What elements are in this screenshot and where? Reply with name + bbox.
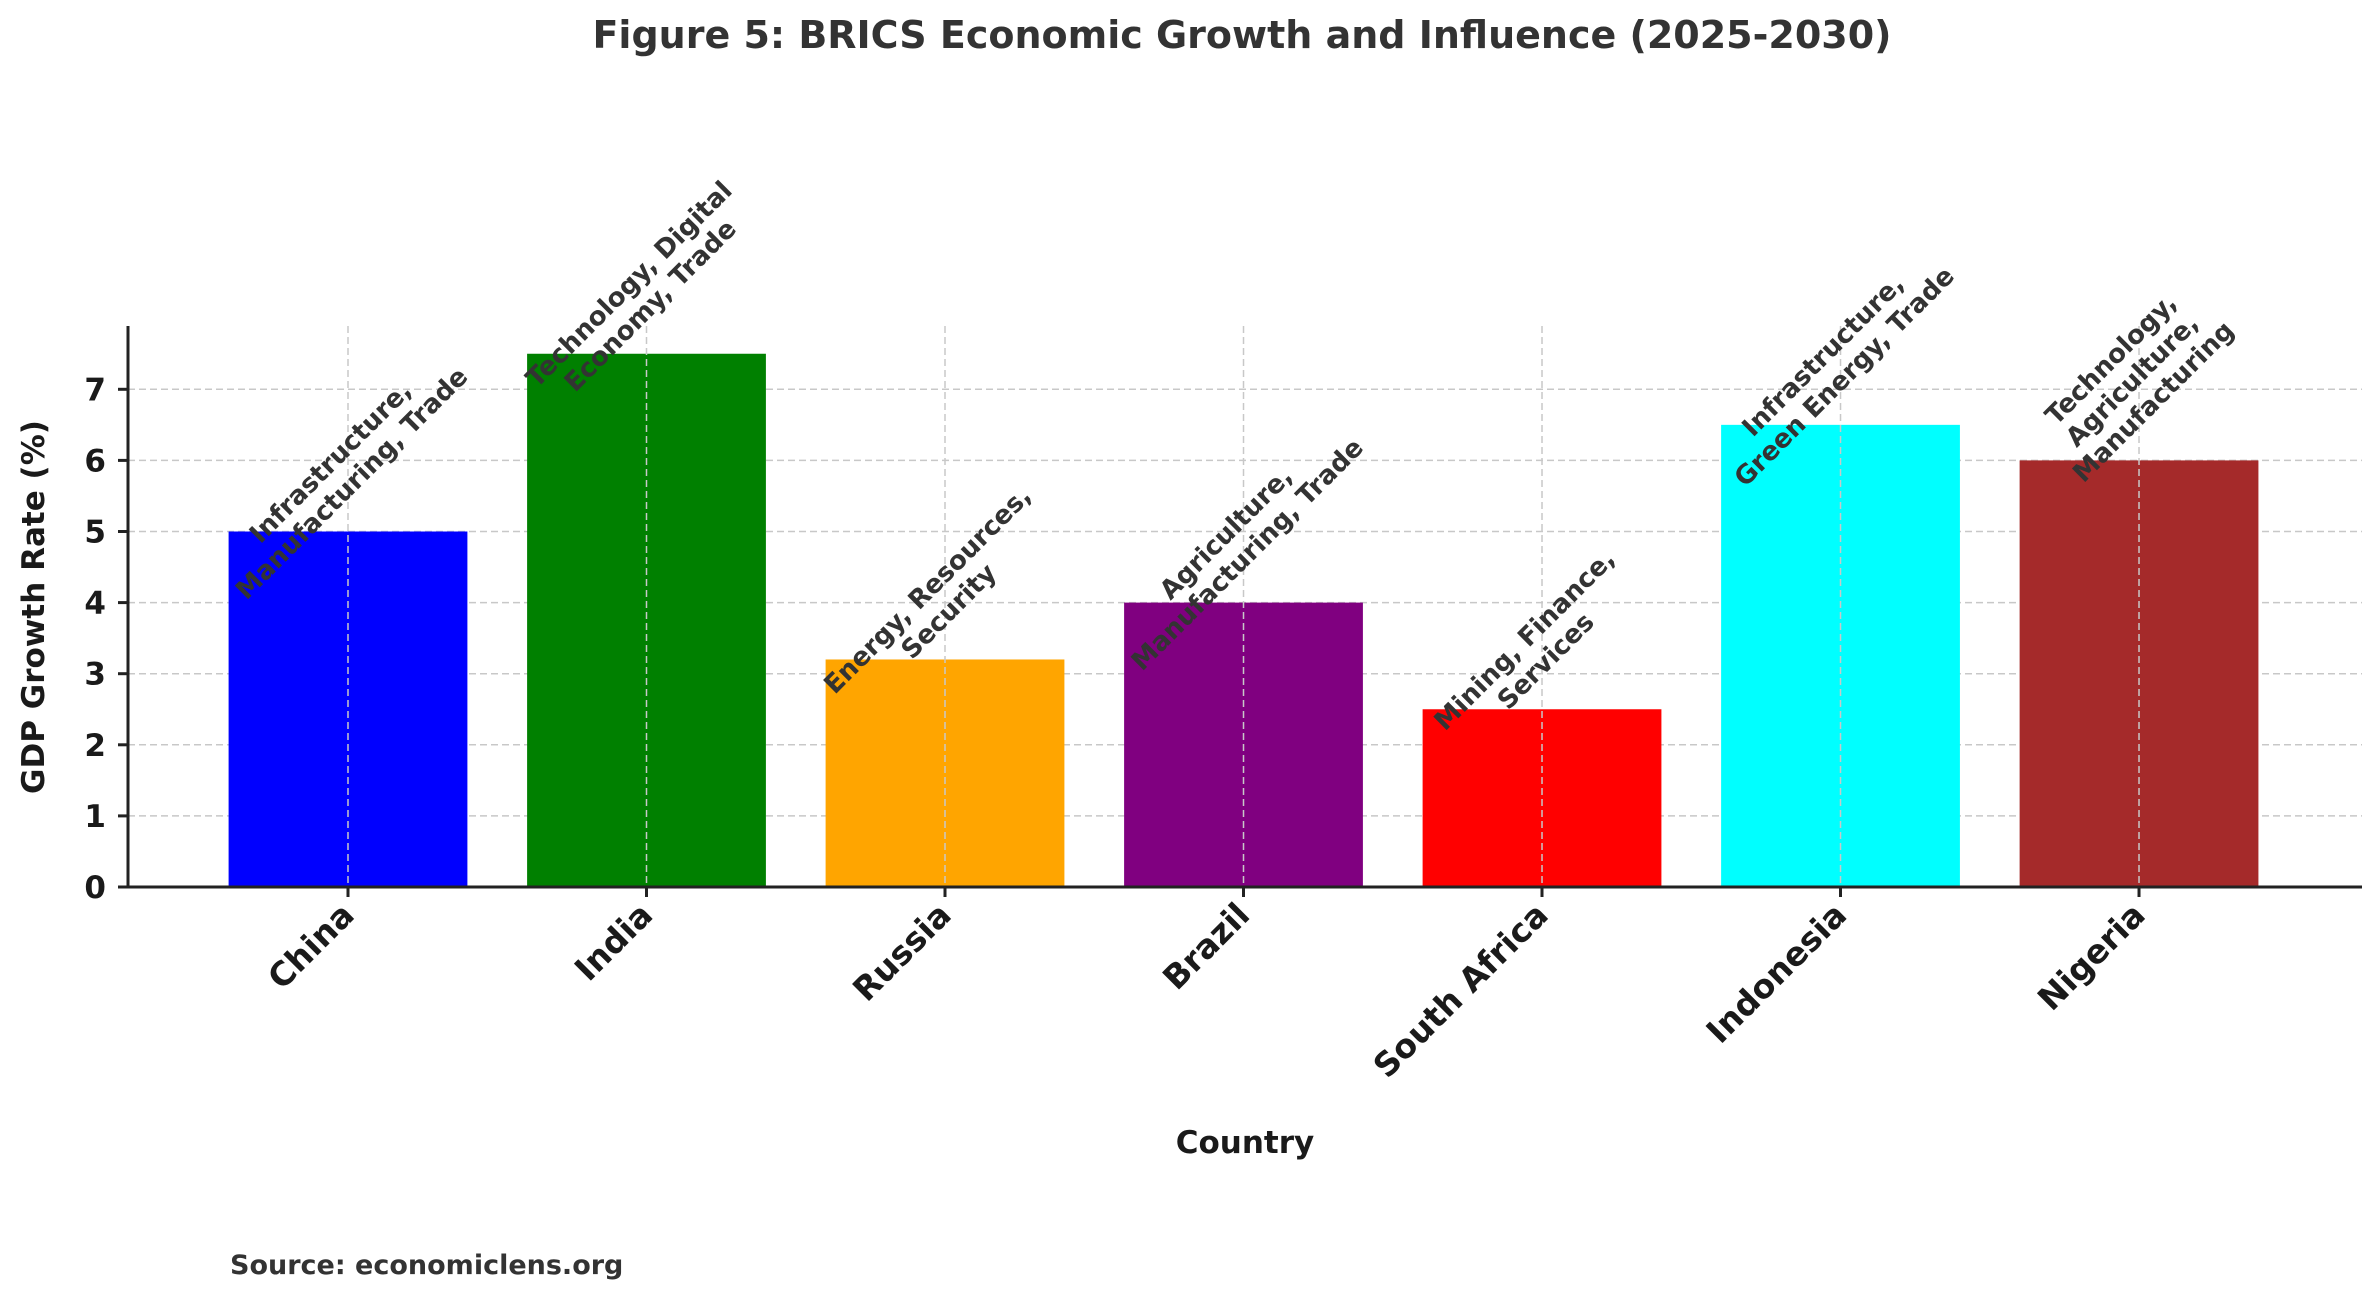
x-tick-label: South Africa [1365,895,1555,1085]
bar-indonesia [1721,424,1960,887]
y-tick-label: 1 [84,799,106,835]
x-tick-label: Indonesia [1698,895,1854,1051]
y-tick-label: 3 [84,657,106,693]
chart-title: Figure 5: BRICS Economic Growth and Infl… [592,13,1891,57]
bar-annotation: Technology,Agriculture,Manufacturing [2040,288,2240,488]
annotation-line: Mining, Finance, [1429,544,1622,737]
y-tick-label: 6 [84,443,106,479]
x-tick-label: China [260,895,362,997]
bar-india [527,353,766,887]
y-tick-label: 0 [84,870,106,906]
x-axis-ticks: China India Russia Brazil South Africa Indone… [260,887,2153,1085]
x-tick-label: Russia [845,895,959,1009]
x-axis-label: Country [1176,1125,1315,1161]
y-tick-label: 5 [84,515,106,551]
vertical-gridlines [347,326,2140,887]
bars [228,353,2259,887]
y-tick-label: 2 [84,728,106,764]
y-axis-label: GDP Growth Rate (%) [16,420,52,794]
y-tick-label: 4 [84,586,106,622]
y-axis-ticks: 0 1 2 3 4 5 6 7 [84,372,128,906]
x-tick-label: Brazil [1155,895,1257,997]
y-tick-label: 7 [84,372,106,408]
x-tick-label: Nigeria [2030,895,2153,1018]
x-tick-label: India [567,895,660,988]
source-note: Source: economiclens.org [230,1250,623,1281]
